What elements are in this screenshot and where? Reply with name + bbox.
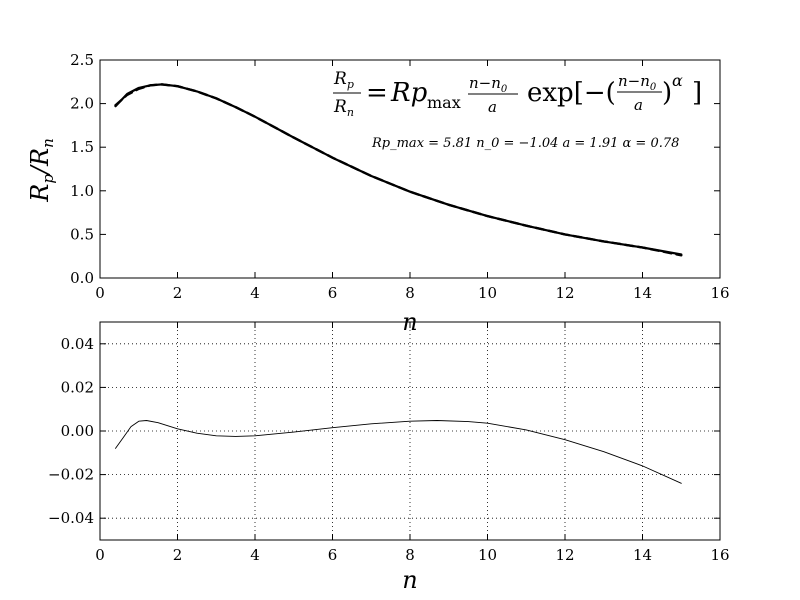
- formula-exp-close: ): [662, 78, 672, 108]
- top-x-tick-label: 16: [710, 284, 729, 302]
- formula-frac-den: a: [488, 98, 497, 116]
- top-x-tick-label: 8: [405, 284, 415, 302]
- top-x-tick-label: 6: [328, 284, 338, 302]
- top-y-tick-label: 0.5: [70, 225, 94, 243]
- top-y-tick-label: 2.5: [70, 51, 94, 69]
- formula-rp: Rp: [390, 78, 428, 108]
- formula-annotation: Rp Rn = Rp max n−n0 a exp[−( n−n0 a ) α …: [333, 69, 702, 151]
- bottom-x-tick-label: 4: [250, 546, 260, 564]
- formula-inner-den: a: [634, 96, 643, 114]
- bottom-subplot: 0 2 4 6 8 10 12 14 16 −0.04 −0.02 0.00 0.02 0.04 n: [48, 321, 730, 594]
- top-x-tick-label: 12: [555, 284, 574, 302]
- top-series-line-1: [114, 83, 683, 257]
- ylabel-rp: R: [26, 184, 54, 203]
- formula-exp: exp[−(: [527, 78, 616, 108]
- top-x-tick-label: 14: [633, 284, 652, 302]
- formula-params: Rp_max = 5.81 n_0 = −1.04 a = 1.91 α = 0…: [371, 136, 679, 151]
- formula-eq: =: [366, 78, 388, 108]
- bottom-x-tick-label: 14: [633, 546, 652, 564]
- top-x-tick-label: 2: [173, 284, 183, 302]
- bottom-x-tick-label: 10: [478, 546, 497, 564]
- bottom-x-tick-label: 2: [173, 546, 183, 564]
- bottom-y-tick-label: −0.04: [48, 509, 94, 527]
- bottom-x-tick-label: 12: [555, 546, 574, 564]
- bottom-ticks: 0 2 4 6 8 10 12 14 16 −0.04 −0.02 0.00 0.02 0.04: [48, 322, 730, 564]
- ylabel-rn-sub: n: [39, 138, 57, 148]
- top-y-tick-label: 1.0: [70, 182, 94, 200]
- bottom-x-tick-label: 0: [95, 546, 105, 564]
- top-y-tick-label: 2.0: [70, 95, 94, 113]
- bottom-y-tick-label: 0.00: [61, 422, 94, 440]
- bottom-x-axis-label: n: [402, 566, 417, 594]
- top-ticks: 0 2 4 6 8 10 12 14 16 0.0 0.5 1.0 1.5 2.0 2.5: [70, 51, 729, 302]
- bottom-x-tick-label: 16: [710, 546, 729, 564]
- top-y-tick-label: 1.5: [70, 138, 94, 156]
- bottom-y-tick-label: 0.02: [61, 378, 94, 396]
- top-series-group: [114, 83, 683, 257]
- formula-lhs-num: Rp: [333, 69, 354, 91]
- formula-bracket: ]: [692, 78, 702, 108]
- ylabel-slash: /R: [26, 148, 54, 176]
- bottom-series-line-0: [115, 420, 682, 484]
- top-x-tick-label: 4: [250, 284, 260, 302]
- ylabel-rp-sub: p: [39, 174, 57, 184]
- bottom-series-group: [115, 420, 682, 484]
- formula-max: max: [427, 93, 461, 112]
- top-x-tick-label: 10: [478, 284, 497, 302]
- formula-lhs-den: Rn: [333, 97, 354, 119]
- formula-frac-num: n−n0: [469, 74, 508, 95]
- top-y-tick-label: 0.0: [70, 269, 94, 287]
- formula-inner-num: n−n0: [618, 72, 657, 93]
- bottom-x-tick-label: 8: [405, 546, 415, 564]
- bottom-y-tick-label: −0.02: [48, 466, 94, 484]
- top-y-axis-label: Rp/Rn: [26, 138, 57, 203]
- top-x-tick-label: 0: [95, 284, 105, 302]
- bottom-x-tick-label: 6: [328, 546, 338, 564]
- formula-alpha: α: [672, 71, 683, 90]
- bottom-grid: [100, 322, 720, 540]
- top-subplot: 0 2 4 6 8 10 12 14 160.00.51.01.52.02.5 Rp/Rn n …: [26, 51, 730, 336]
- bottom-y-tick-label: 0.04: [61, 335, 94, 353]
- top-series-line-0: [114, 83, 683, 256]
